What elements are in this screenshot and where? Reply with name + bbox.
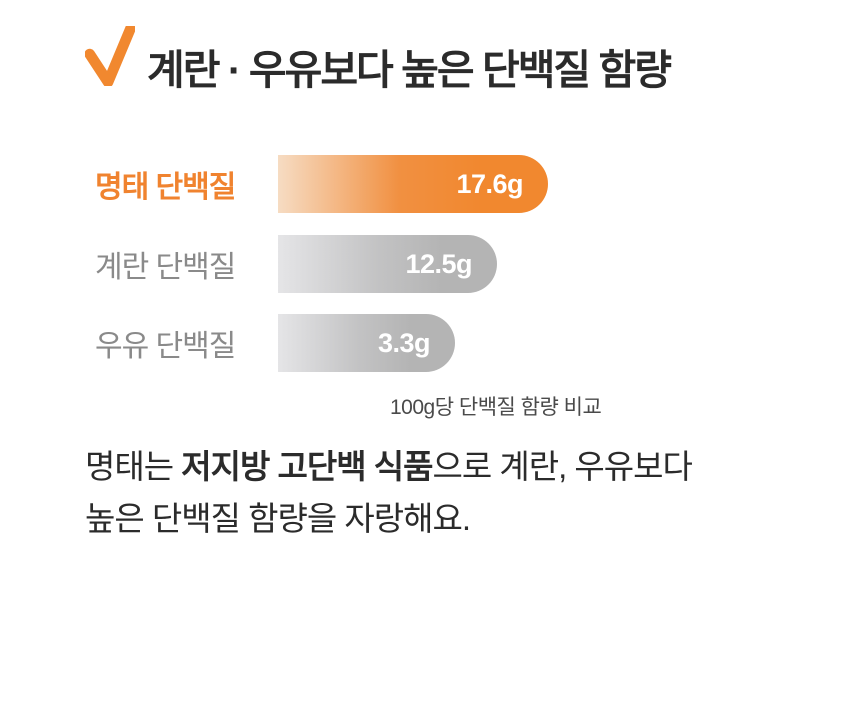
bar-value-label: 12.5g	[405, 248, 472, 279]
description-line1-rest: 으로 계란, 우유보다	[432, 448, 692, 485]
bar-category-label: 계란 단백질	[95, 251, 236, 284]
check-icon	[85, 26, 135, 86]
chart-row-egg: 계란 단백질 12.5g	[95, 235, 497, 293]
chart-caption: 100g당 단백질 함량 비교	[390, 396, 602, 419]
page-title: 계란 · 우유보다 높은 단백질 함량	[147, 47, 672, 93]
description-line1-bold: 저지방 고단백 식품	[181, 448, 433, 485]
bar-category-label: 우유 단백질	[95, 330, 236, 363]
bar-value-label: 17.6g	[456, 168, 523, 199]
bar-category-label: 명태 단백질	[95, 171, 236, 204]
description-line2: 높은 단백질 함량을 자랑해요.	[85, 500, 471, 537]
bar-pollack: 17.6g	[278, 155, 548, 213]
description-text: 명태는 저지방 고단백 식품으로 계란, 우유보다 높은 단백질 함량을 자랑해…	[85, 441, 693, 545]
bar-milk: 3.3g	[278, 314, 455, 372]
chart-row-milk: 우유 단백질 3.3g	[95, 314, 455, 372]
bar-egg: 12.5g	[278, 235, 497, 293]
bar-value-label: 3.3g	[377, 327, 431, 358]
description-line1-regular: 명태는	[85, 448, 182, 485]
chart-row-pollack: 명태 단백질 17.6g	[95, 155, 548, 213]
